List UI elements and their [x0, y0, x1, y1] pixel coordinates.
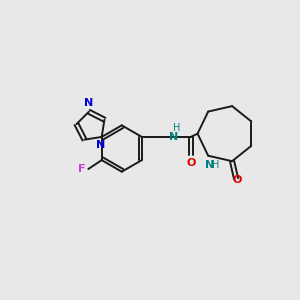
- Text: H: H: [173, 123, 181, 134]
- Text: O: O: [186, 158, 196, 168]
- Text: H: H: [212, 160, 219, 170]
- Text: O: O: [232, 175, 242, 185]
- Text: N: N: [169, 132, 178, 142]
- Text: N: N: [205, 160, 214, 170]
- Text: N: N: [84, 98, 94, 108]
- Text: N: N: [96, 140, 105, 151]
- Text: F: F: [78, 164, 86, 174]
